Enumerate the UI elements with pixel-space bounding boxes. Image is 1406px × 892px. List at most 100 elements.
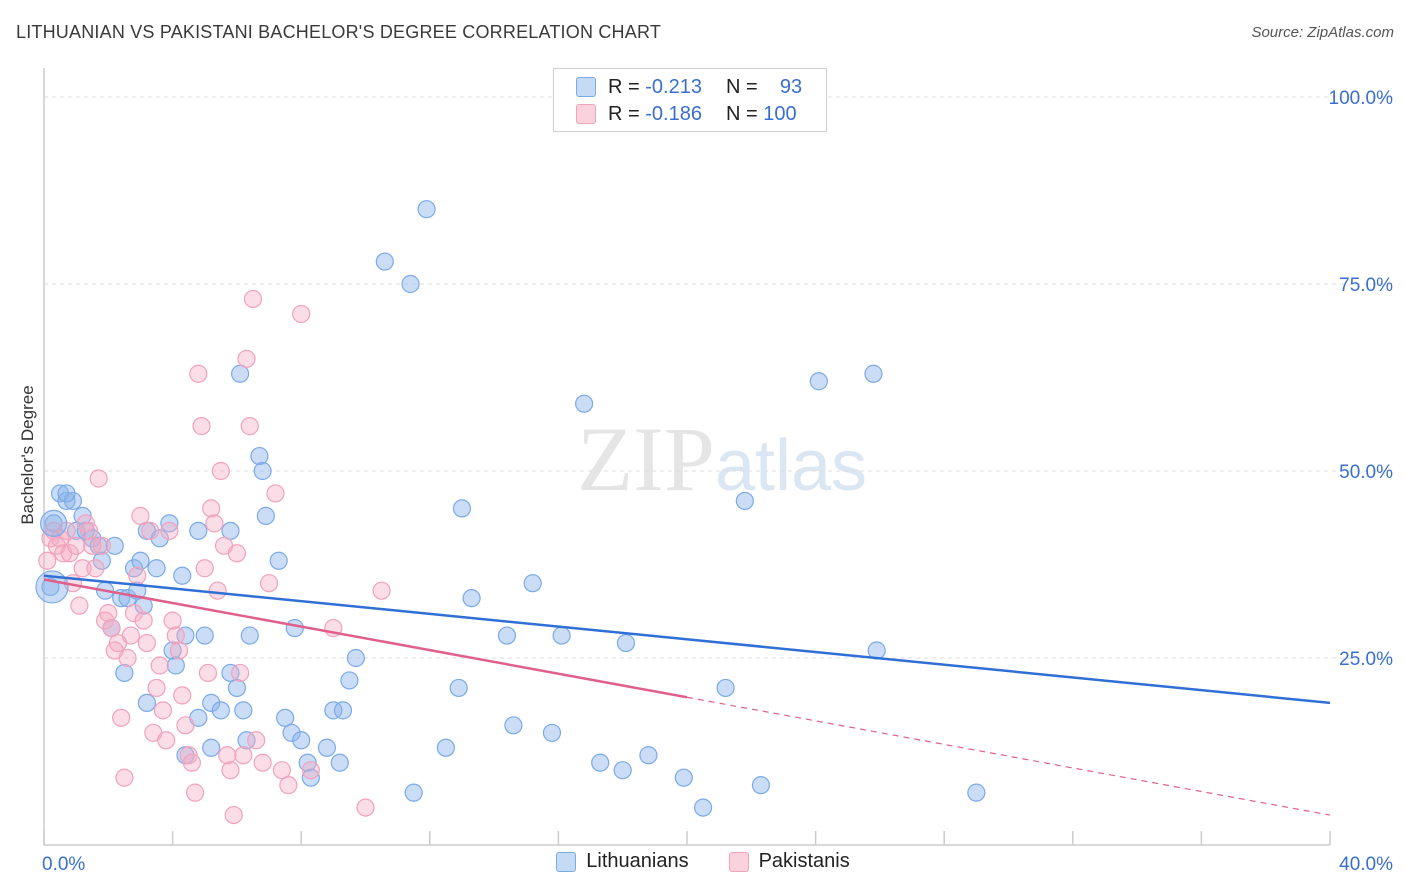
- point-lithuanian: [616, 633, 636, 653]
- point-pakistani: [118, 648, 137, 668]
- y-tick-label: 75.0%: [1339, 275, 1393, 296]
- point-lithuanian: [333, 701, 353, 720]
- point-lithuanian: [237, 731, 256, 750]
- point-lithuanian: [504, 716, 523, 735]
- point-pakistani: [121, 626, 140, 645]
- point-lithuanian: [250, 446, 269, 466]
- point-pakistani: [176, 716, 195, 735]
- point-lithuanian: [276, 708, 295, 727]
- point-lithuanian: [253, 461, 272, 481]
- watermark-atlas: atlas: [715, 426, 867, 506]
- point-pakistani: [169, 641, 189, 660]
- data-points: [35, 200, 986, 825]
- point-lithuanian: [674, 768, 693, 787]
- point-pakistani: [73, 559, 92, 578]
- legend-swatch-blue: [576, 77, 596, 97]
- x-tick-label-min: 0.0%: [42, 854, 85, 875]
- point-pakistani: [112, 708, 131, 727]
- point-lithuanian: [211, 701, 230, 720]
- point-lithuanian: [591, 753, 610, 772]
- point-lithuanian: [57, 491, 76, 511]
- tick-labels: 25.0% 50.0% 75.0% 100.0% 0.0% 40.0%: [42, 88, 1393, 875]
- point-lithuanian: [173, 566, 192, 585]
- correlation-legend: R = -0.213 N = 93 R = -0.186 N = 100: [553, 68, 827, 132]
- legend-row-lithuanians: R = -0.213 N = 93: [576, 73, 802, 101]
- point-lithuanian: [221, 663, 240, 683]
- point-lithuanian: [324, 701, 343, 720]
- point-lithuanian: [542, 723, 562, 742]
- point-lithuanian: [150, 529, 169, 548]
- point-lithuanian: [613, 761, 632, 780]
- point-lithuanian: [163, 641, 182, 660]
- y-tick-label: 100.0%: [1329, 88, 1394, 109]
- point-pakistani: [247, 731, 266, 750]
- point-lithuanian: [417, 200, 436, 219]
- point-pakistani: [266, 484, 285, 503]
- point-lithuanian: [523, 574, 542, 593]
- legend-n-value: 100: [763, 102, 797, 125]
- point-lithuanian: [231, 364, 250, 383]
- point-lithuanian: [63, 491, 83, 511]
- point-lithuanian: [195, 626, 214, 645]
- point-pakistani: [140, 521, 160, 540]
- point-lithuanian: [462, 589, 481, 608]
- point-pakistani: [279, 776, 298, 795]
- point-lithuanian-large: [35, 570, 69, 604]
- point-lithuanian: [285, 618, 304, 638]
- series-legend-lithuanians[interactable]: Lithuanians: [556, 850, 689, 873]
- point-lithuanian: [234, 701, 253, 720]
- point-lithuanian: [189, 521, 208, 540]
- point-pakistani: [292, 304, 311, 324]
- point-lithuanian: [449, 678, 468, 698]
- point-pakistani: [70, 596, 89, 615]
- legend-n-label: N =: [725, 75, 758, 98]
- point-lithuanian: [864, 364, 883, 383]
- point-pakistani: [221, 761, 240, 780]
- point-pakistani: [240, 417, 259, 436]
- point-pakistani: [186, 783, 205, 802]
- point-pakistani: [92, 536, 111, 555]
- point-pakistani: [137, 633, 156, 653]
- point-lithuanian: [346, 648, 365, 668]
- point-pakistani: [259, 574, 279, 593]
- point-lithuanian: [301, 768, 320, 787]
- point-lithuanian: [67, 521, 86, 540]
- point-pakistani: [198, 663, 218, 683]
- legend-r-label: R =: [608, 102, 640, 125]
- series-label: Pakistanis: [758, 850, 850, 872]
- watermark-zip: ZIP: [577, 408, 715, 510]
- chart-title: LITHUANIAN VS PAKISTANI BACHELOR'S DEGRE…: [16, 22, 662, 42]
- x-tick-label-max: 40.0%: [1339, 854, 1393, 875]
- point-pakistani: [192, 417, 211, 436]
- point-lithuanian: [452, 499, 472, 518]
- point-lithuanian: [137, 693, 156, 712]
- y-axis-label: Bachelor's Degree: [18, 385, 37, 524]
- point-lithuanian: [404, 783, 423, 802]
- point-lithuanian: [967, 783, 986, 802]
- point-lithuanian: [497, 626, 517, 645]
- point-lithuanian: [227, 678, 246, 698]
- point-pakistani: [234, 746, 253, 765]
- point-lithuanian: [115, 663, 134, 683]
- point-pakistani: [372, 581, 391, 600]
- point-pakistani: [227, 544, 246, 563]
- point-pakistani: [67, 536, 86, 555]
- trend-line-lithuanians: [43, 574, 1331, 705]
- point-lithuanian: [693, 798, 713, 817]
- point-lithuanian: [282, 723, 301, 742]
- point-lithuanian: [735, 491, 754, 511]
- point-pakistani: [115, 768, 134, 787]
- legend-r-value: -0.186: [645, 102, 702, 125]
- point-lithuanian: [57, 484, 76, 503]
- point-pakistani: [157, 731, 176, 750]
- point-pakistani: [134, 611, 153, 630]
- point-lithuanian: [809, 372, 828, 391]
- point-pakistani: [86, 559, 105, 578]
- point-pakistani: [202, 499, 221, 518]
- point-lithuanian: [375, 252, 394, 271]
- series-legend-pakistanis[interactable]: Pakistanis: [728, 850, 850, 873]
- legend-n-label: N =: [725, 102, 758, 125]
- legend-row-pakistanis: R = -0.186 N = 100: [576, 100, 797, 128]
- point-lithuanian: [552, 626, 571, 645]
- legend-r-label: R =: [608, 75, 640, 98]
